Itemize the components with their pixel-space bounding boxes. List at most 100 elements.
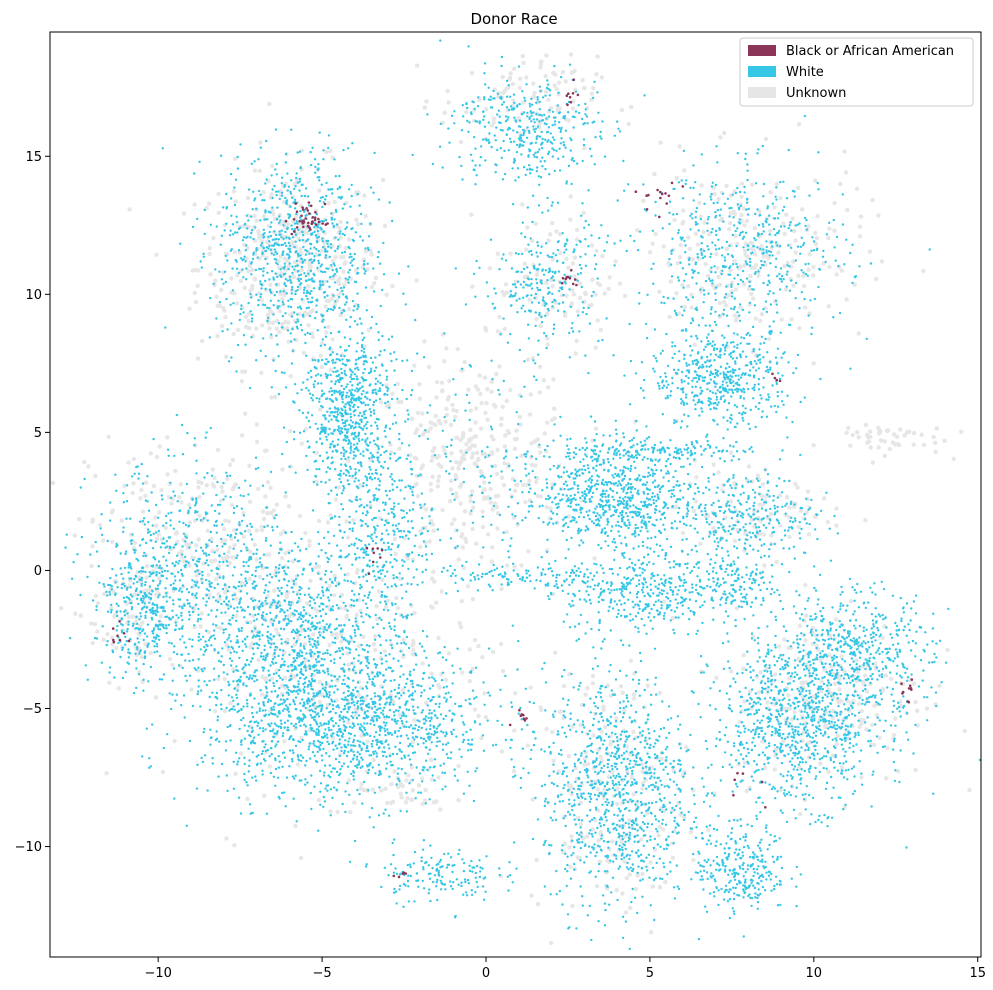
data-point <box>185 536 188 539</box>
data-point <box>315 608 320 614</box>
data-point <box>584 834 590 839</box>
data-point <box>385 697 388 700</box>
data-point <box>353 744 357 748</box>
data-point <box>272 662 275 665</box>
data-point <box>167 512 170 515</box>
data-point <box>266 635 269 638</box>
data-point <box>335 618 338 621</box>
data-point <box>650 884 655 889</box>
data-point <box>157 444 162 449</box>
data-point <box>394 695 397 698</box>
data-point <box>268 755 271 758</box>
data-point <box>353 734 356 737</box>
data-point <box>435 744 438 748</box>
data-point <box>413 738 416 741</box>
data-point <box>384 383 389 388</box>
data-point <box>277 725 280 728</box>
data-point <box>119 610 122 613</box>
data-point <box>320 708 323 711</box>
data-point <box>351 716 355 720</box>
data-point <box>287 669 290 673</box>
data-point <box>304 730 307 733</box>
data-point <box>178 559 181 563</box>
data-point <box>545 342 550 347</box>
data-point <box>272 681 275 685</box>
data-point <box>377 747 380 750</box>
data-point <box>285 637 290 642</box>
data-point <box>346 609 349 612</box>
data-point <box>366 666 370 670</box>
data-point <box>378 616 381 620</box>
data-point <box>147 587 152 592</box>
data-point <box>95 629 100 634</box>
data-point <box>760 482 766 487</box>
data-point <box>590 673 596 679</box>
data-point <box>104 771 109 776</box>
data-point <box>141 755 144 758</box>
data-point <box>188 618 191 621</box>
data-point <box>867 429 873 434</box>
data-point <box>228 700 233 706</box>
data-point <box>186 431 189 435</box>
data-point <box>217 775 220 778</box>
data-point <box>235 556 238 560</box>
data-point <box>241 519 244 523</box>
data-point <box>487 691 490 694</box>
data-point <box>44 527 46 529</box>
data-point <box>309 723 312 727</box>
data-point <box>287 566 290 569</box>
data-point <box>278 604 282 607</box>
data-point <box>304 778 307 781</box>
data-point <box>189 605 192 608</box>
data-point <box>259 298 264 303</box>
data-point <box>356 681 360 684</box>
data-point <box>372 720 375 723</box>
data-point <box>741 206 747 211</box>
data-point <box>374 711 377 715</box>
data-point <box>861 718 866 723</box>
data-point <box>175 413 179 417</box>
data-point <box>287 729 290 732</box>
data-point <box>181 545 184 548</box>
data-point <box>208 558 214 564</box>
data-point <box>205 554 208 557</box>
data-point <box>264 658 267 661</box>
data-point <box>511 98 516 103</box>
data-point <box>293 665 296 668</box>
data-point <box>330 554 333 558</box>
data-point <box>254 439 260 444</box>
data-point <box>269 712 273 715</box>
data-point <box>307 683 310 687</box>
data-point <box>422 105 427 110</box>
data-point <box>538 61 544 67</box>
data-point <box>264 743 267 746</box>
data-point <box>598 830 603 835</box>
data-point <box>391 603 394 607</box>
data-point <box>136 597 139 600</box>
data-point <box>474 541 479 546</box>
data-point <box>322 636 326 640</box>
data-point <box>279 541 282 544</box>
data-point <box>264 589 267 592</box>
data-point <box>480 451 485 457</box>
data-point <box>301 738 304 742</box>
data-point <box>445 397 451 402</box>
data-point <box>454 702 457 705</box>
data-point <box>296 618 299 621</box>
data-point <box>353 713 359 718</box>
data-point <box>134 549 137 552</box>
data-point <box>738 305 743 310</box>
data-point <box>247 564 250 568</box>
data-point <box>208 708 212 712</box>
data-point <box>548 506 553 511</box>
data-point <box>272 394 278 400</box>
data-point <box>307 748 310 751</box>
data-point <box>468 498 473 504</box>
data-point <box>246 524 249 528</box>
data-point <box>681 219 686 225</box>
data-point <box>272 775 276 778</box>
data-point <box>250 267 255 272</box>
data-point <box>346 765 350 768</box>
data-point <box>432 445 437 451</box>
data-point <box>510 758 513 761</box>
